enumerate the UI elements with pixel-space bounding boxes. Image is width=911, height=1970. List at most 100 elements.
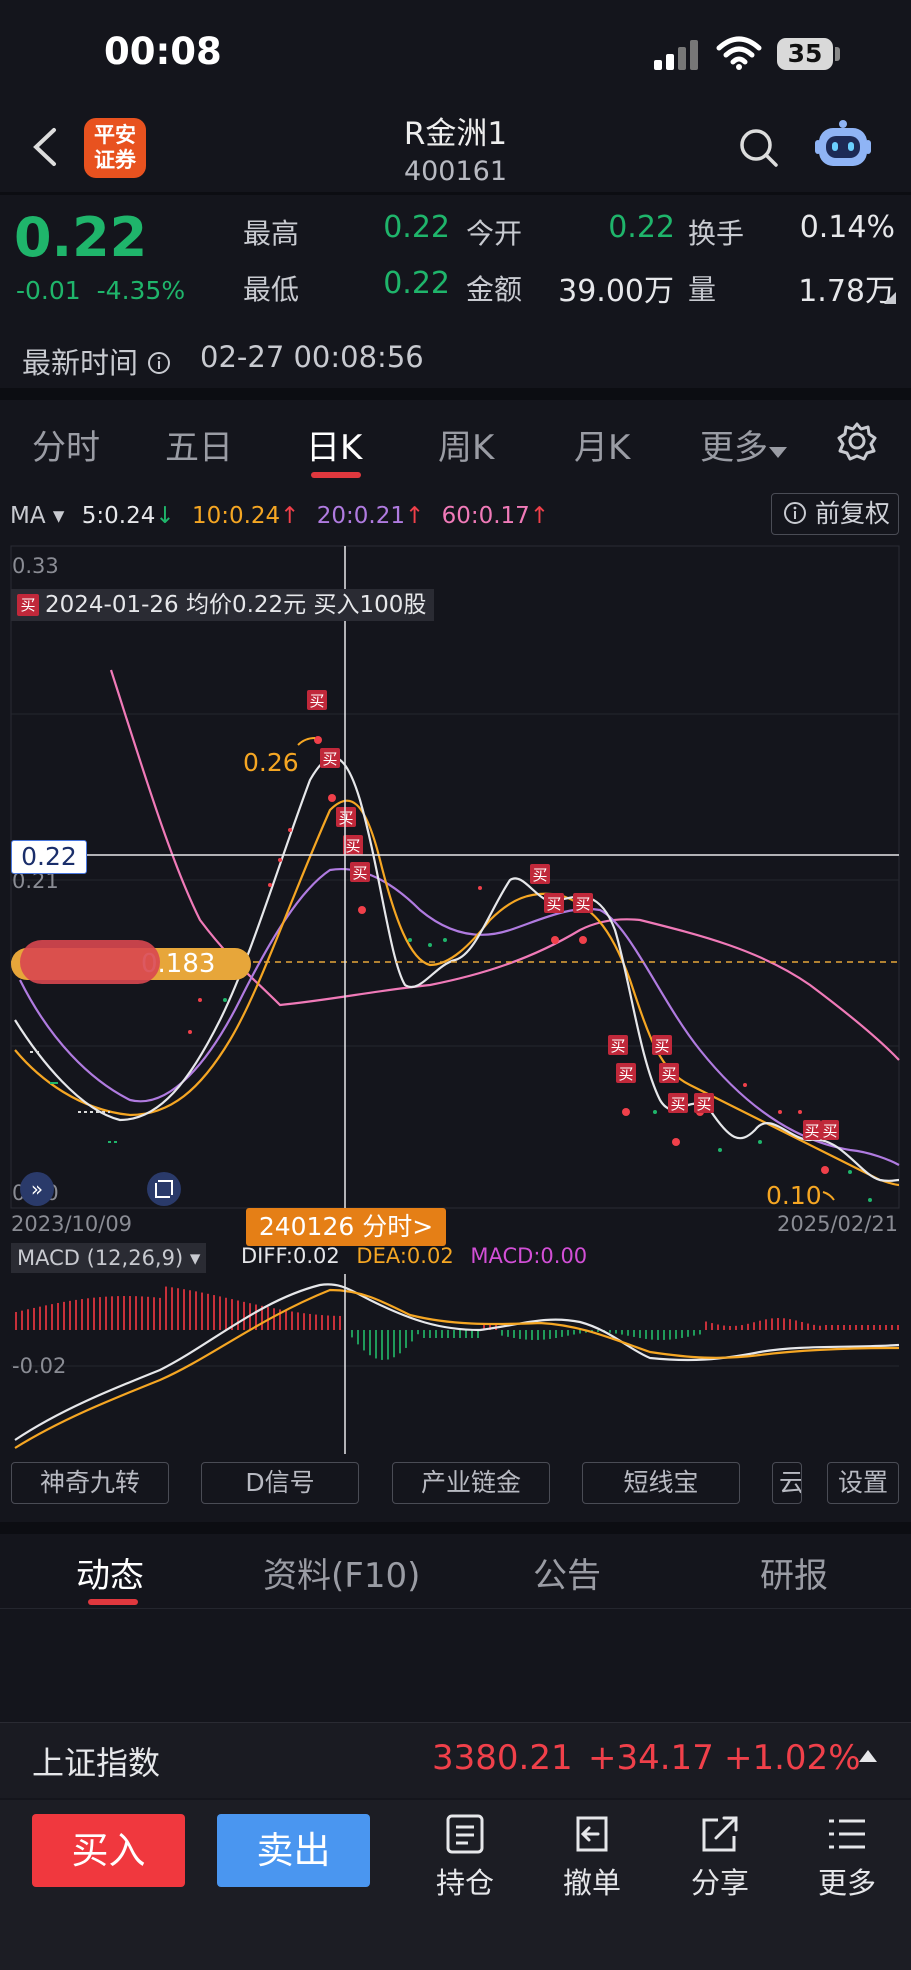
macd-bar — [123, 1296, 125, 1330]
indicator-d-signal[interactable]: D信号 — [201, 1462, 359, 1504]
macd-histogram — [15, 1286, 899, 1360]
buy-markers — [307, 690, 839, 1140]
index-name: 上证指数 — [32, 1744, 161, 1782]
macd-bar — [69, 1300, 71, 1330]
more-label[interactable]: 更多 — [817, 1866, 876, 1900]
back-arrow-icon[interactable] — [26, 122, 66, 172]
tab-five-day[interactable]: 五日 — [165, 428, 233, 468]
tab-news[interactable]: 动态 — [76, 1556, 144, 1596]
indicator-nine-turn[interactable]: 神奇九转 — [11, 1462, 169, 1504]
buy-button[interactable]: 买入 — [32, 1814, 185, 1887]
date-start: 2023/10/09 — [11, 1212, 133, 1236]
macd-bar — [417, 1330, 419, 1335]
macd-bar — [615, 1330, 617, 1334]
macd-bar — [609, 1330, 611, 1333]
macd-selector[interactable]: MACD (12,26,9) ▾ — [11, 1243, 207, 1273]
macd-bar — [75, 1299, 77, 1330]
menu-icon[interactable] — [825, 1812, 869, 1856]
macd-bar — [897, 1325, 899, 1330]
position-label[interactable]: 持仓 — [435, 1866, 494, 1900]
macd-diff: DIFF:0.02 — [241, 1244, 340, 1268]
buy-mark: 买 — [532, 866, 547, 884]
buy-mark: 买 — [618, 1065, 633, 1083]
indicator-short-term[interactable]: 短线宝 — [582, 1462, 740, 1504]
section-divider — [0, 1522, 911, 1534]
macd-chart[interactable]: -0.02 — [0, 1274, 911, 1454]
amount-label: 金额 — [466, 273, 523, 306]
index-value: 3380.21 — [432, 1738, 573, 1778]
macd-bar — [471, 1330, 473, 1338]
buy-mark: 买 — [352, 864, 367, 882]
indicator-partial[interactable]: 云 — [772, 1462, 802, 1504]
indicator-industry-chain[interactable]: 产业链金 — [392, 1462, 550, 1504]
kline-chart[interactable]: 买 买 买 买 买 买 买 买 买 买 买 买 买 买 买 买 0.26 0.1… — [0, 545, 911, 1210]
macd-bar — [621, 1330, 623, 1335]
macd-bar — [831, 1325, 833, 1330]
buy-mark: 买 — [546, 895, 561, 913]
macd-bar — [687, 1330, 689, 1337]
tab-monthly-k[interactable]: 月K — [574, 428, 631, 468]
amount-value: 39.00万 — [558, 274, 674, 309]
ma-selector[interactable]: MA ▾ — [10, 503, 65, 529]
macd-bar — [309, 1313, 311, 1330]
high-label: 最高 — [243, 217, 300, 250]
macd-bar — [51, 1304, 53, 1330]
search-icon[interactable] — [737, 126, 781, 170]
change-value: -0.01 — [16, 276, 81, 305]
cancel-order-icon[interactable] — [570, 1812, 614, 1856]
macd-bar — [861, 1325, 863, 1330]
robot-assistant-icon[interactable] — [815, 118, 871, 170]
position-icon[interactable] — [443, 1812, 487, 1856]
sell-button[interactable]: 卖出 — [217, 1814, 370, 1887]
macd-bar — [369, 1330, 371, 1356]
expand-corner-icon[interactable] — [884, 292, 896, 304]
macd-bar — [117, 1296, 119, 1330]
index-ticker-bar[interactable] — [0, 1722, 911, 1798]
macd-bar — [375, 1330, 377, 1359]
change-pct: -4.35% — [96, 276, 186, 305]
tab-weekly-k[interactable]: 周K — [438, 428, 495, 468]
indicator-settings-button[interactable]: 设置 — [827, 1462, 899, 1504]
tab-intraday[interactable]: 分时 — [32, 428, 100, 468]
share-label[interactable]: 分享 — [690, 1866, 749, 1900]
logo-line1: 平安 — [94, 123, 136, 147]
tab-research[interactable]: 研报 — [760, 1556, 828, 1596]
macd-bar — [747, 1323, 749, 1330]
info-icon[interactable] — [147, 351, 171, 375]
fullscreen-button[interactable] — [147, 1172, 181, 1206]
macd-bar — [639, 1330, 641, 1339]
macd-bar — [723, 1325, 725, 1330]
share-icon[interactable] — [698, 1812, 742, 1856]
macd-bar — [555, 1330, 557, 1339]
macd-bar — [783, 1318, 785, 1330]
macd-bar — [153, 1297, 155, 1330]
macd-bar — [753, 1322, 755, 1330]
cancel-order-label[interactable]: 撤单 — [562, 1866, 621, 1900]
volume-value: 1.78万 — [798, 274, 895, 309]
macd-bar — [363, 1330, 365, 1351]
macd-bar — [243, 1301, 245, 1330]
expand-up-icon[interactable] — [858, 1748, 878, 1764]
macd-bar — [675, 1330, 677, 1339]
crosshair-date-button[interactable]: 240126 分时> — [246, 1208, 446, 1246]
macd-bar — [705, 1321, 707, 1330]
macd-hist-value: MACD:0.00 — [470, 1244, 588, 1268]
buy-mark: 买 — [661, 1065, 676, 1083]
macd-bar — [33, 1307, 35, 1330]
macd-bar — [297, 1312, 299, 1330]
macd-bar — [885, 1325, 887, 1330]
tab-daily-k[interactable]: 日K — [306, 428, 363, 468]
adjust-mode-button[interactable]: 前复权 — [771, 493, 899, 535]
ma60-text: 60:0.17 — [441, 503, 530, 529]
tab-more[interactable]: 更多 — [700, 420, 788, 469]
tab-f10[interactable]: 资料(F10) — [263, 1556, 421, 1596]
collapse-button[interactable] — [20, 1172, 54, 1206]
turnover-value: 0.14% — [799, 210, 895, 245]
tab-announcements[interactable]: 公告 — [533, 1556, 601, 1596]
macd-bar — [447, 1330, 449, 1338]
macd-values: DIFF:0.02 DEA:0.02 MACD:0.00 — [241, 1244, 587, 1268]
macd-bar — [771, 1318, 773, 1330]
macd-bar — [837, 1325, 839, 1330]
gear-icon[interactable] — [837, 421, 877, 461]
signal-icon — [654, 40, 698, 70]
